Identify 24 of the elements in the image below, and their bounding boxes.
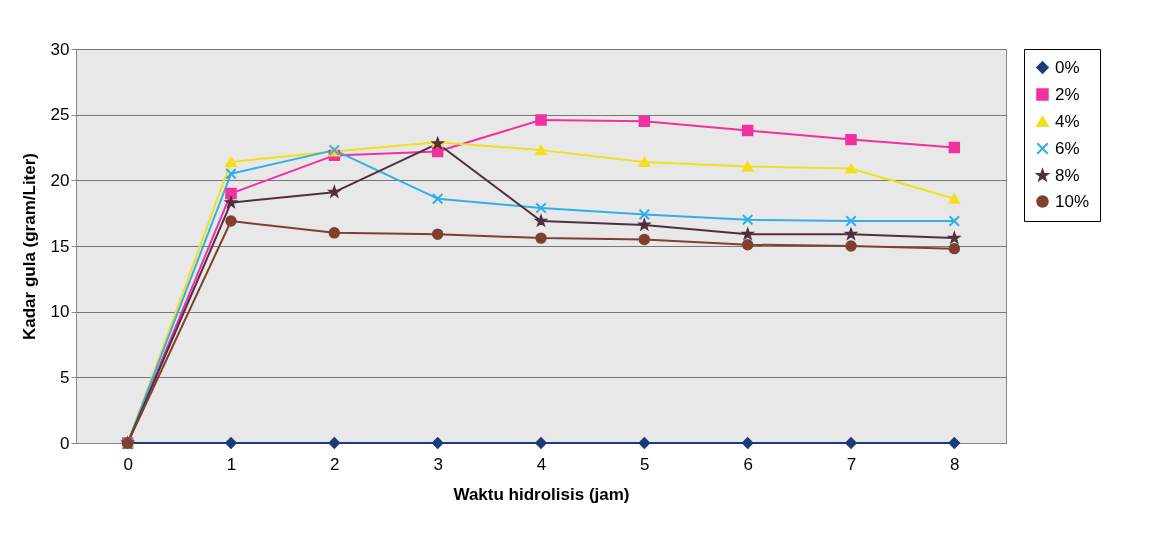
y-tick-label: 20 bbox=[50, 170, 70, 190]
x-tick-label: 0 bbox=[123, 454, 133, 474]
legend-label: 0% bbox=[1055, 57, 1080, 77]
legend-label: 8% bbox=[1055, 165, 1080, 185]
x-tick-label: 4 bbox=[536, 454, 547, 474]
y-axis-title: Kadar gula (gram/Liter) bbox=[19, 152, 39, 341]
x-tick-label: 2 bbox=[330, 454, 340, 474]
x-tick-label: 1 bbox=[226, 454, 237, 474]
x-tick-label: 6 bbox=[743, 454, 753, 474]
x-tick-label: 5 bbox=[640, 454, 650, 474]
x-axis-title: Waktu hidrolisis (jam) bbox=[453, 484, 630, 504]
x-tick-label: 8 bbox=[950, 454, 960, 474]
y-tick-label: 25 bbox=[50, 105, 70, 125]
y-tick-label: 10 bbox=[50, 302, 70, 322]
x-tick-label: 3 bbox=[433, 454, 443, 474]
legend-label: 2% bbox=[1055, 84, 1080, 104]
y-tick-label: 15 bbox=[50, 236, 70, 256]
y-tick-label: 0 bbox=[60, 433, 70, 453]
y-tick-label: 30 bbox=[50, 39, 70, 59]
y-tick-label: 5 bbox=[60, 367, 70, 387]
x-tick-label: 7 bbox=[846, 454, 857, 474]
legend-label: 4% bbox=[1055, 111, 1080, 131]
legend-label: 6% bbox=[1055, 138, 1080, 158]
legend-label: 10% bbox=[1055, 191, 1090, 211]
